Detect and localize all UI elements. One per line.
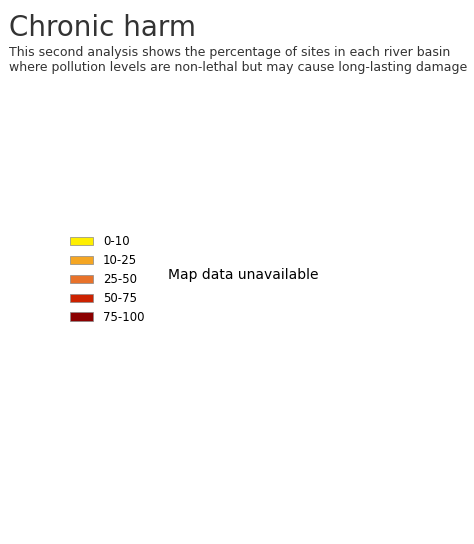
Text: Map data unavailable: Map data unavailable (168, 268, 318, 282)
Text: Chronic harm: Chronic harm (9, 14, 197, 41)
Text: This second analysis shows the percentage of sites in each river basin
where pol: This second analysis shows the percentag… (9, 46, 468, 74)
Legend: 0-10, 10-25, 25-50, 50-75, 75-100: 0-10, 10-25, 25-50, 50-75, 75-100 (65, 230, 149, 329)
